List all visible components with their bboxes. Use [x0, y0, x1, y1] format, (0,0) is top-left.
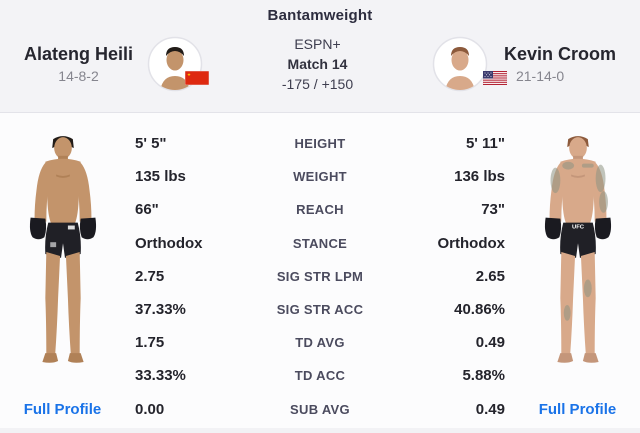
header-row: Alateng Heili 14-8-2: [0, 34, 640, 94]
fighter-right-name: Kevin Croom: [503, 44, 616, 64]
fighter-left-name-block: Alateng Heili 14-8-2: [24, 44, 133, 84]
stat-right-value: 0.49: [475, 400, 505, 418]
stat-row-sub-avg: 0.00 SUB AVG 0.49: [125, 393, 515, 426]
stat-right-value: 136 lbs: [454, 168, 505, 186]
stat-right-value: 40.86%: [454, 301, 505, 319]
stat-label: WEIGHT: [293, 169, 347, 185]
stat-right-value: 5' 11": [465, 135, 505, 153]
broadcaster: ESPN+: [294, 36, 341, 52]
fighter-left-record: 14-8-2: [58, 68, 99, 84]
stat-row-reach: 66" REACH 73": [125, 193, 515, 226]
stat-right-value: 5.88%: [462, 367, 505, 385]
stat-left-value: 2.75: [135, 267, 165, 285]
fighter-right-photo: UFC: [544, 136, 611, 363]
stat-right-value: 73": [481, 201, 505, 219]
header: Bantamweight Alateng Heili 14-8-2: [0, 0, 640, 113]
fighter-right-record: 21-14-0: [515, 68, 565, 84]
stat-label: STANCE: [292, 235, 348, 251]
stat-left-value: 135 lbs: [135, 168, 186, 186]
stat-row-sig-str-acc: 37.33% SIG STR ACC 40.86%: [125, 293, 515, 326]
china-flag-icon: [185, 71, 210, 85]
fighter-left-photo-col: Full Profile: [0, 113, 125, 428]
stat-row-height: 5' 5" HEIGHT 5' 11": [125, 127, 515, 160]
stat-left-value: 1.75: [135, 334, 165, 352]
fighter-right-avatar: [432, 36, 507, 92]
fighter-right-full-profile-link[interactable]: Full Profile: [538, 401, 617, 418]
weight-class-title: Bantamweight: [267, 7, 373, 24]
usa-flag-icon: [482, 71, 507, 85]
fighter-right-headshot-icon: [432, 36, 488, 92]
fighter-left-photo: [29, 136, 96, 363]
stat-right-value: 0.49: [475, 334, 505, 352]
fighter-left-header: Alateng Heili 14-8-2: [24, 36, 210, 92]
stat-label: SIG STR LPM: [276, 268, 364, 284]
stat-left-value: 33.33%: [135, 367, 186, 385]
stat-row-weight: 135 lbs WEIGHT 136 lbs: [125, 160, 515, 193]
stat-label: REACH: [296, 202, 344, 218]
stat-left-value: Orthodox: [135, 234, 203, 252]
stats-table: 5' 5" HEIGHT 5' 11" 135 lbs WEIGHT 136 l…: [125, 113, 515, 428]
stat-right-value: Orthodox: [437, 234, 506, 252]
stat-row-td-avg: 1.75 TD AVG 0.49: [125, 326, 515, 359]
event-info: ESPN+ Match 14 -175 / +150: [282, 34, 353, 94]
fighter-right-photo-col: UFC Full Profile: [515, 113, 640, 428]
stat-label: TD AVG: [295, 335, 345, 351]
stat-left-value: 0.00: [135, 400, 165, 418]
stat-left-value: 66": [135, 201, 159, 219]
fighter-left-full-profile-link[interactable]: Full Profile: [23, 401, 102, 418]
fighter-left-name: Alateng Heili: [24, 44, 134, 64]
stat-left-value: 5' 5": [135, 135, 167, 153]
stat-row-sig-str-lpm: 2.75 SIG STR LPM 2.65: [125, 260, 515, 293]
stat-label: HEIGHT: [294, 136, 346, 152]
stat-row-td-acc: 33.33% TD ACC 5.88%: [125, 359, 515, 392]
fighter-left-avatar: [147, 36, 210, 92]
match-number: Match 14: [287, 56, 348, 72]
stat-label: TD ACC: [294, 368, 346, 384]
stat-right-value: 2.65: [475, 267, 505, 285]
stat-left-value: 37.33%: [135, 301, 186, 319]
stat-row-stance: Orthodox STANCE Orthodox: [125, 227, 515, 260]
stat-label: SUB AVG: [290, 401, 350, 417]
odds: -175 / +150: [281, 76, 354, 92]
svg-text:UFC: UFC: [571, 224, 584, 230]
fighter-right-header: Kevin Croom 21-14-0: [432, 36, 616, 92]
stat-label: SIG STR ACC: [276, 302, 364, 318]
main-panel: Full Profile 5' 5" HEIGHT 5' 11" 135 lbs…: [0, 113, 640, 428]
fighter-right-name-block: Kevin Croom 21-14-0: [504, 44, 616, 84]
